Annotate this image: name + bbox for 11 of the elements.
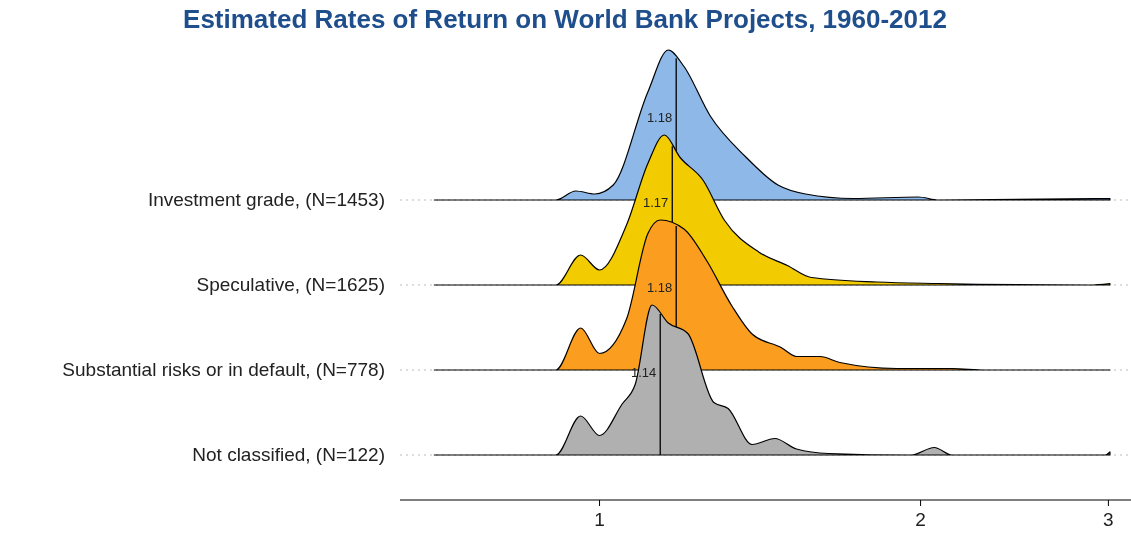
x-tick-label: 1 [594, 509, 605, 530]
chart-title: Estimated Rates of Return on World Bank Projects, 1960-2012 [183, 4, 947, 34]
y-axis-title: Substantial risks or in default, (N=778) [62, 359, 385, 380]
ref-line-label: 1.17 [642, 195, 669, 210]
y-axis-title: Investment grade, (N=1453) [147, 189, 385, 210]
ref-line-label: 1.18 [646, 280, 673, 295]
y-axis-title: Speculative, (N=1625) [196, 274, 385, 295]
x-tick-label: 2 [915, 509, 926, 530]
y-axis-title: Not classified, (N=122) [192, 444, 385, 465]
x-tick-label: 3 [1103, 509, 1114, 530]
ref-line-label: 1.18 [646, 110, 673, 125]
